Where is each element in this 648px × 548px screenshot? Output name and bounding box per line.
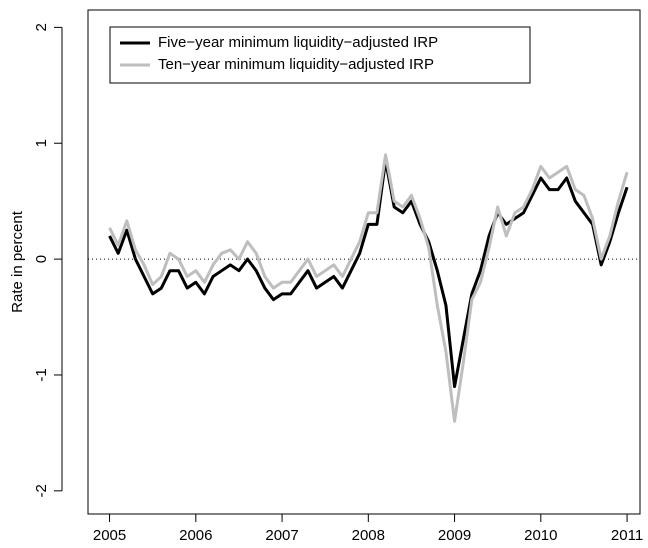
x-tick-label: 2006 <box>179 527 212 544</box>
data-line <box>108 159 629 389</box>
x-tick-label: 2007 <box>265 527 298 544</box>
x-tick-label: 2009 <box>438 527 471 544</box>
y-tick-label: -1 <box>33 368 50 381</box>
x-tick-label: 2010 <box>524 527 557 544</box>
plot-frame <box>87 9 641 515</box>
legend-label: Five−year minimum liquidity−adjusted IRP <box>158 34 438 51</box>
x-tick-label: 2008 <box>352 527 385 544</box>
x-tick-label: 2011 <box>611 527 643 544</box>
legend-label: Ten−year minimum liquidity−adjusted IRP <box>158 56 434 73</box>
y-tick-label: 2 <box>33 23 50 31</box>
y-tick-label: -2 <box>33 484 50 497</box>
x-tick-label: 2005 <box>93 527 126 544</box>
y-tick-label: 1 <box>33 139 50 147</box>
data-line <box>108 153 629 423</box>
y-tick-label: 0 <box>33 255 50 263</box>
legend-box <box>109 26 531 84</box>
y-axis-label: Rate in percent <box>9 210 26 313</box>
